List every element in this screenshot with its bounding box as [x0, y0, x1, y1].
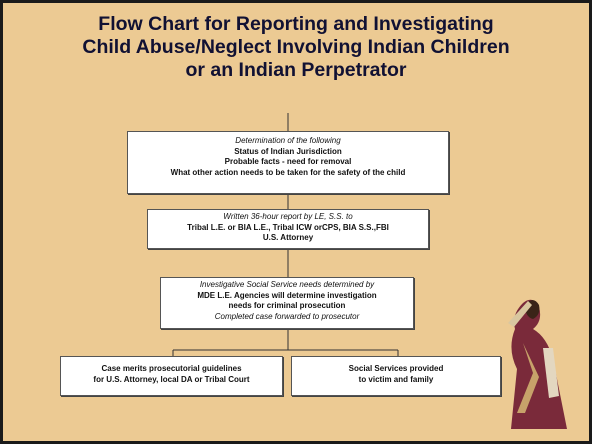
figure-illustration: [508, 300, 567, 429]
flow-box: Written 36-hour report by LE, S.S. to Tr…: [147, 209, 429, 249]
box-text: Determination of the following: [128, 136, 448, 147]
box-text: U.S. Attorney: [148, 233, 428, 244]
flow-box: Investigative Social Service needs deter…: [160, 277, 414, 329]
box-text: Social Services provided: [292, 364, 500, 375]
box-text: Probable facts - need for removal: [128, 157, 448, 168]
flow-box: Determination of the following Status of…: [127, 131, 449, 194]
title-line: Child Abuse/Neglect Involving Indian Chi…: [3, 36, 589, 59]
slide-title: Flow Chart for Reporting and Investigati…: [3, 13, 589, 82]
slide: Flow Chart for Reporting and Investigati…: [0, 0, 592, 444]
box-text: Investigative Social Service needs deter…: [161, 280, 413, 291]
box-text: Status of Indian Jurisdiction: [128, 147, 448, 158]
box-text: Written 36-hour report by LE, S.S. to: [148, 212, 428, 223]
box-text: Case merits prosecutorial guidelines: [61, 364, 282, 375]
title-line: Flow Chart for Reporting and Investigati…: [3, 13, 589, 36]
box-text: MDE L.E. Agencies will determine investi…: [161, 291, 413, 302]
flow-box: Case merits prosecutorial guidelines for…: [60, 356, 283, 396]
box-text: What other action needs to be taken for …: [128, 168, 448, 179]
box-text: Completed case forwarded to prosecutor: [161, 312, 413, 323]
title-line: or an Indian Perpetrator: [3, 59, 589, 82]
box-text: for U.S. Attorney, local DA or Tribal Co…: [61, 375, 282, 386]
box-text: Tribal L.E. or BIA L.E., Tribal ICW orCP…: [148, 223, 428, 234]
box-text: needs for criminal prosecution: [161, 301, 413, 312]
flow-box: Social Services provided to victim and f…: [291, 356, 501, 396]
box-text: to victim and family: [292, 375, 500, 386]
